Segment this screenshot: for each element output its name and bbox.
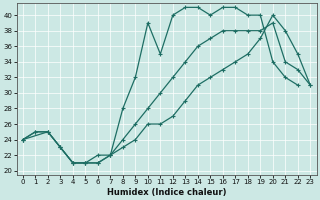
X-axis label: Humidex (Indice chaleur): Humidex (Indice chaleur) <box>107 188 226 197</box>
